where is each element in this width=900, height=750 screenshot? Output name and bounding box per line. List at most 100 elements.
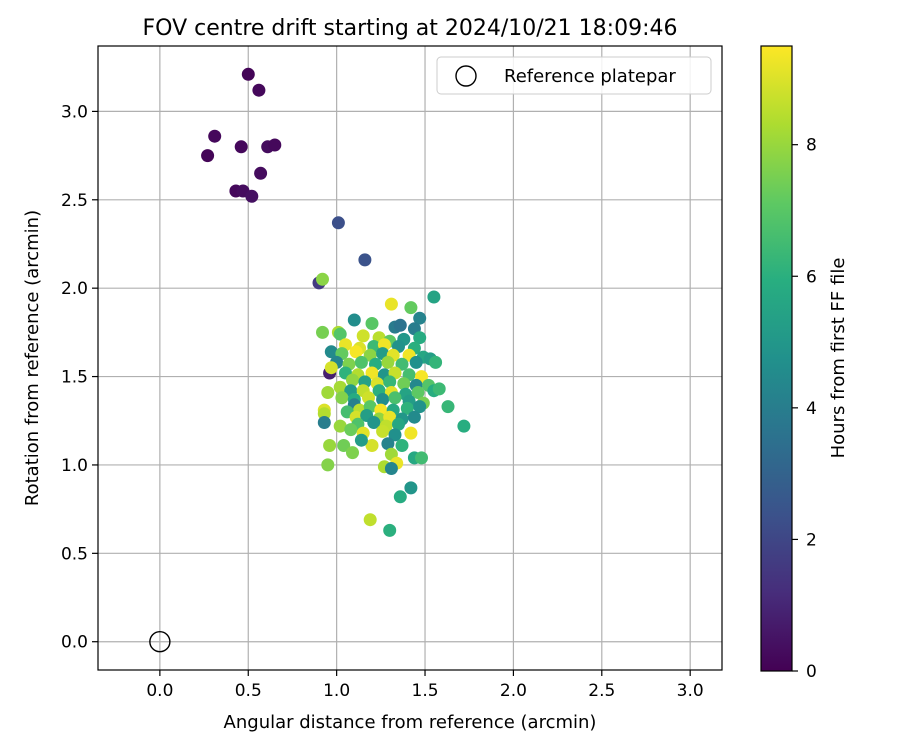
y-tick-label: 3.0 xyxy=(61,102,88,122)
data-point xyxy=(344,423,358,437)
y-axis-label: Rotation from reference (arcmin) xyxy=(22,210,43,506)
data-point xyxy=(413,400,427,414)
data-point xyxy=(384,297,398,311)
reference-marker xyxy=(149,631,171,653)
y-tick-label: 1.0 xyxy=(61,456,88,476)
plot-frame xyxy=(97,45,723,671)
data-point xyxy=(383,523,397,537)
data-point xyxy=(429,355,443,369)
colorbar-tick-label: 2 xyxy=(806,530,817,550)
x-tick-label: 1.0 xyxy=(323,681,350,701)
data-point xyxy=(346,446,359,460)
data-point xyxy=(393,318,407,332)
data-point xyxy=(457,419,471,433)
data-point xyxy=(381,437,395,451)
data-point xyxy=(376,424,390,438)
data-point xyxy=(441,400,455,414)
x-tick-label: 3.0 xyxy=(677,681,704,701)
data-point xyxy=(381,355,395,369)
colorbar-label: Hours from first FF file xyxy=(828,258,849,459)
data-point xyxy=(388,391,402,405)
y-tick-label: 0.0 xyxy=(61,633,88,653)
data-point xyxy=(383,375,397,389)
data-point xyxy=(388,428,402,442)
data-point xyxy=(404,301,418,315)
data-point xyxy=(323,439,337,452)
data-point xyxy=(317,416,331,429)
data-point xyxy=(365,366,379,380)
data-point xyxy=(358,253,372,267)
data-point xyxy=(432,382,446,396)
x-axis-label: Angular distance from reference (arcmin) xyxy=(224,712,597,733)
data-point xyxy=(409,355,423,369)
data-point xyxy=(427,290,441,304)
grid-lines xyxy=(98,46,722,670)
data-point xyxy=(335,391,349,405)
x-tick-label: 1.5 xyxy=(412,681,439,701)
colorbar: 0 2 4 6 8 Hours from first FF file xyxy=(760,45,849,682)
reference-platepar-point xyxy=(149,631,171,653)
data-point xyxy=(404,426,418,440)
data-point xyxy=(208,129,222,143)
data-point xyxy=(354,433,368,447)
data-point xyxy=(337,439,351,452)
colorbar-tick-label: 6 xyxy=(806,267,817,287)
data-point xyxy=(201,149,215,163)
data-point xyxy=(349,345,363,359)
data-point xyxy=(331,216,345,230)
data-point xyxy=(415,451,428,465)
y-axis-ticks: 0.0 0.5 1.0 1.5 2.0 2.5 3.0 xyxy=(61,102,98,653)
data-point xyxy=(316,325,329,339)
colorbar-tick-label: 8 xyxy=(806,136,817,156)
colorbar-tick-label: 4 xyxy=(806,399,817,419)
colorbar-ticks: 0 2 4 6 8 xyxy=(792,136,817,682)
legend-entry-reference: Reference platepar xyxy=(504,66,676,87)
x-tick-label: 0.5 xyxy=(235,681,262,701)
data-point xyxy=(347,313,361,327)
data-point xyxy=(324,361,338,375)
data-point xyxy=(316,272,329,286)
data-point xyxy=(234,140,248,154)
x-tick-label: 0.0 xyxy=(146,681,173,701)
y-tick-label: 1.5 xyxy=(61,368,88,388)
data-point xyxy=(367,416,381,429)
chart-title: FOV centre drift starting at 2024/10/21 … xyxy=(143,16,678,41)
x-tick-label: 2.5 xyxy=(588,681,615,701)
data-point xyxy=(395,357,409,371)
legend-reference-marker xyxy=(455,65,477,87)
data-point xyxy=(252,83,266,97)
y-tick-label: 2.0 xyxy=(61,279,88,299)
data-point xyxy=(333,380,347,394)
data-point xyxy=(400,401,414,415)
data-point xyxy=(245,189,259,203)
data-point xyxy=(254,166,268,180)
data-point xyxy=(365,317,379,330)
legend-box xyxy=(436,56,712,95)
data-point xyxy=(324,345,338,359)
y-tick-label: 2.5 xyxy=(61,191,88,211)
legend: Reference platepar xyxy=(436,56,712,95)
data-point xyxy=(354,355,368,369)
data-point xyxy=(241,67,255,81)
data-point xyxy=(384,462,398,475)
data-point xyxy=(321,386,335,399)
data-point xyxy=(376,393,390,406)
data-point xyxy=(365,439,379,452)
x-tick-label: 2.0 xyxy=(500,681,527,701)
data-point xyxy=(333,419,347,433)
data-point xyxy=(397,377,411,391)
data-point xyxy=(407,410,421,424)
data-points xyxy=(201,67,471,537)
data-point xyxy=(404,481,418,495)
colorbar-tick-label: 0 xyxy=(806,662,817,682)
x-axis-ticks: 0.0 0.5 1.0 1.5 2.0 2.5 3.0 xyxy=(146,670,704,701)
data-point xyxy=(392,417,405,431)
colorbar-gradient xyxy=(761,46,792,671)
data-point xyxy=(268,138,282,152)
data-point xyxy=(321,458,335,472)
data-point xyxy=(393,490,407,504)
y-tick-label: 0.5 xyxy=(61,544,88,564)
data-point xyxy=(395,439,409,452)
data-point xyxy=(413,311,427,325)
